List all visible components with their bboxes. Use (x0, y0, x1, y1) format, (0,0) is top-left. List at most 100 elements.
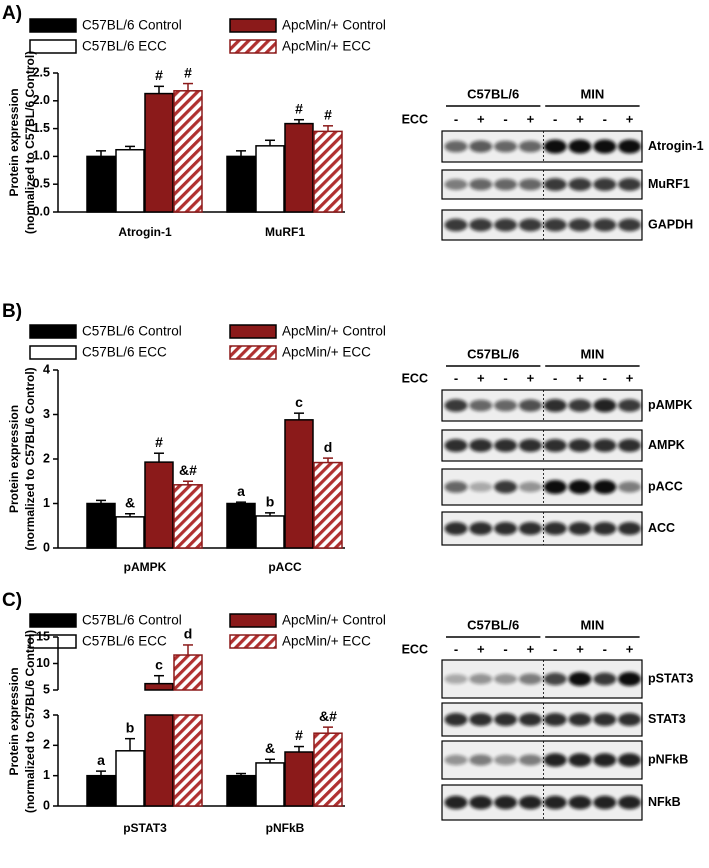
lane-sign: + (626, 111, 634, 126)
band-label: NFkB (648, 795, 681, 809)
bar (86, 155, 116, 213)
blot-band (444, 140, 468, 153)
lane-sign: + (527, 370, 535, 385)
blot-band (518, 673, 542, 685)
blot-band (568, 438, 592, 453)
y-tick-label: 0 (43, 798, 50, 812)
bar (284, 419, 314, 549)
annotation: # (184, 64, 192, 80)
blot-band (543, 672, 567, 686)
blot-band (593, 712, 617, 727)
lane-sign: + (626, 641, 634, 656)
lane-sign: - (503, 370, 507, 385)
blot-band (444, 481, 468, 493)
blot-band (593, 438, 617, 453)
annotation: a (97, 752, 105, 768)
blot-band (494, 673, 518, 685)
blot-band (469, 673, 493, 685)
blot-band (469, 754, 493, 766)
blot-band (444, 795, 468, 810)
legend-swatch (29, 39, 77, 54)
blot-band (593, 178, 617, 191)
lane-sign: + (477, 111, 485, 126)
blot-band (618, 178, 642, 191)
panel-label: B) (2, 301, 22, 322)
y-tick-label: 3 (43, 407, 50, 421)
band-label: pNFkB (648, 752, 688, 766)
blot-band (444, 438, 468, 453)
annotation: # (324, 107, 332, 123)
y-tick-label: 2.0 (33, 93, 50, 107)
lane-sign: - (454, 370, 458, 385)
blot-band (593, 521, 617, 536)
annotation: # (155, 67, 163, 83)
bar (255, 145, 285, 213)
group-label: C57BL/6 (467, 86, 519, 101)
blot-band (543, 712, 567, 727)
panel-label: A) (2, 3, 22, 24)
blot-band (618, 139, 642, 154)
y-tick-label: 3 (43, 707, 50, 721)
y-axis-label: (normalized to C57BL/6 Control) (23, 630, 37, 813)
lane-sign: - (553, 641, 557, 656)
bar (255, 762, 285, 807)
lane-sign: + (527, 641, 535, 656)
blot-band (568, 139, 592, 154)
blot-band (618, 481, 642, 493)
blot-band (543, 521, 567, 536)
annotation: b (126, 719, 135, 735)
blot-band (543, 178, 567, 191)
band-label: STAT3 (648, 712, 686, 726)
y-tick-label: 5 (43, 682, 50, 696)
bar (173, 484, 203, 549)
annotation: &# (179, 462, 197, 478)
legend-label: C57BL/6 Control (82, 18, 182, 33)
bar (144, 461, 174, 549)
y-tick-label: 0.0 (33, 204, 50, 218)
y-tick-label: 4 (43, 362, 50, 376)
blot-band (618, 438, 642, 453)
legend-label: ApcMin/+ ECC (282, 345, 371, 360)
annotation: d (184, 626, 193, 642)
lane-sign: - (454, 641, 458, 656)
blot-band (494, 480, 518, 494)
band-label: pSTAT3 (648, 671, 693, 685)
blot-band (494, 438, 518, 453)
blot-band (444, 754, 468, 766)
blot-band (444, 521, 468, 536)
bar (255, 515, 285, 549)
blot-band (543, 795, 567, 810)
band-label: ACC (648, 521, 675, 535)
legend-swatch (29, 18, 77, 33)
y-axis-label: Protein expression (7, 88, 21, 196)
blot-band (568, 672, 592, 686)
annotation: # (155, 434, 163, 450)
blot-band (469, 178, 493, 191)
blot-band (444, 712, 468, 727)
blot-band (518, 754, 542, 766)
blot-band (618, 672, 642, 686)
band-label: Atrogin-1 (648, 139, 704, 153)
blot-band (469, 140, 493, 153)
legend-label: C57BL/6 Control (82, 324, 182, 339)
lane-sign: - (503, 641, 507, 656)
bar (284, 122, 314, 213)
blot-band (494, 521, 518, 536)
bar (86, 502, 116, 549)
blot-band (494, 712, 518, 727)
x-tick-label: pACC (268, 560, 302, 574)
legend-label: C57BL/6 ECC (82, 39, 167, 54)
bar (144, 92, 174, 213)
blot-band (469, 712, 493, 727)
annotation: d (324, 439, 333, 455)
lane-sign: - (503, 111, 507, 126)
blot-band (593, 398, 617, 413)
bar (226, 774, 256, 807)
blot-band (444, 179, 468, 190)
lane-sign: - (603, 641, 607, 656)
y-tick-label: 1 (43, 496, 50, 510)
annotation: a (237, 483, 245, 499)
lane-sign: + (527, 111, 535, 126)
bar (144, 714, 174, 807)
group-label: C57BL/6 (467, 617, 519, 632)
